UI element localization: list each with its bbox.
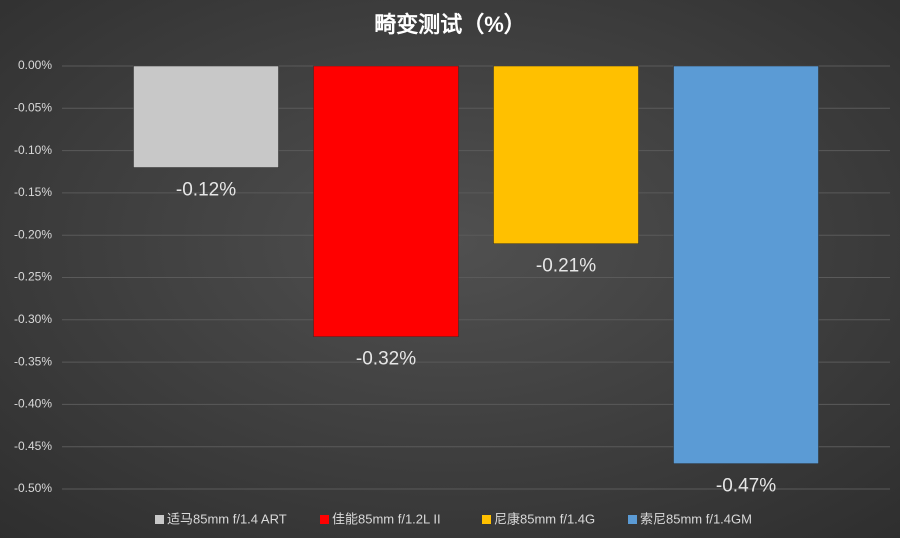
y-tick-label: -0.20% bbox=[14, 227, 52, 241]
legend-swatch bbox=[155, 515, 164, 524]
y-tick-label: 0.00% bbox=[18, 58, 52, 72]
bar bbox=[133, 65, 279, 168]
y-tick-label: -0.35% bbox=[14, 354, 52, 368]
y-tick-label: -0.50% bbox=[14, 481, 52, 495]
legend-label: 适马85mm f/1.4 ART bbox=[167, 511, 287, 526]
y-tick-label: -0.40% bbox=[14, 397, 52, 411]
value-label: -0.32% bbox=[356, 349, 416, 370]
legend-label: 佳能85mm f/1.2L II bbox=[332, 511, 441, 526]
legend-label: 尼康85mm f/1.4G bbox=[494, 511, 595, 526]
legend-swatch bbox=[482, 515, 491, 524]
y-tick-label: -0.10% bbox=[14, 143, 52, 157]
y-tick-label: -0.25% bbox=[14, 270, 52, 284]
bar bbox=[493, 65, 639, 244]
value-label: -0.12% bbox=[176, 180, 236, 201]
y-tick-label: -0.05% bbox=[14, 100, 52, 114]
y-tick-label: -0.45% bbox=[14, 439, 52, 453]
legend-label: 索尼85mm f/1.4GM bbox=[640, 511, 752, 526]
value-label: -0.47% bbox=[716, 476, 776, 497]
bar bbox=[313, 65, 459, 337]
value-label: -0.21% bbox=[536, 256, 596, 277]
y-tick-label: -0.15% bbox=[14, 185, 52, 199]
bar bbox=[673, 65, 819, 464]
y-tick-label: -0.30% bbox=[14, 312, 52, 326]
legend-swatch bbox=[628, 515, 637, 524]
chart-title: 畸变测试（%） bbox=[374, 12, 526, 37]
legend-swatch bbox=[320, 515, 329, 524]
